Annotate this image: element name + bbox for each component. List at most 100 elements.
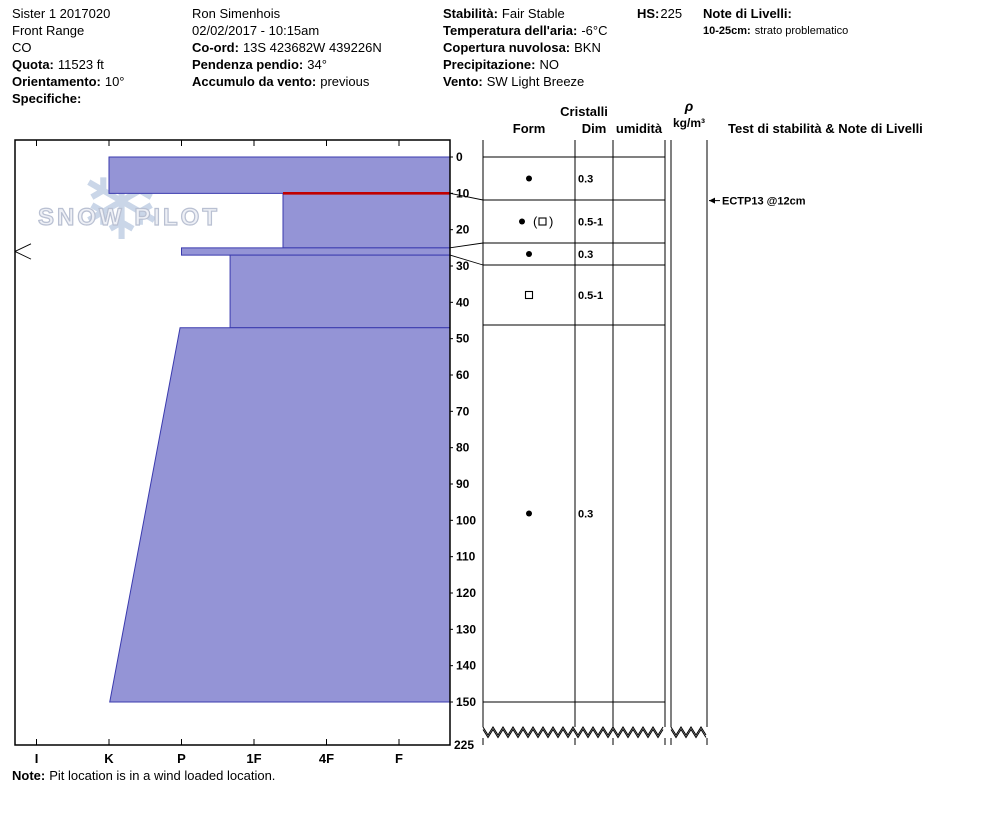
column-header-stability-tests: Test di stabilità & Note di Livelli — [728, 121, 923, 136]
sky-cover-line: Copertura nuvolosa: BKN — [443, 40, 601, 55]
hardness-tick-label: K — [104, 751, 114, 766]
column-header-dim: Dim — [581, 121, 607, 136]
grain-form-symbol — [524, 290, 534, 300]
depth-tick-label: 140 — [456, 659, 476, 673]
depth-tick-label: 110 — [456, 550, 476, 564]
hardness-tick-label: 4F — [319, 751, 334, 766]
date-time: 02/02/2017 - 10:15am — [192, 23, 320, 38]
aspect-label: Orientamento: — [12, 74, 101, 89]
depth-tick-label: 20 — [456, 223, 470, 237]
snow-layer — [282, 192, 451, 249]
column-header-umidita: umidità — [615, 121, 663, 136]
axis-break-zigzag — [482, 726, 664, 736]
state: CO — [12, 40, 32, 55]
column-header-density-symbol: ρ — [684, 98, 694, 114]
elevation-line: Quota: 11523 ft — [12, 57, 104, 72]
svg-text:(: ( — [533, 214, 538, 229]
snow-height-label: HS: — [637, 6, 660, 21]
precipitation-value: NO — [539, 57, 559, 72]
column-header-form: Form — [512, 121, 546, 136]
depth-tick-label: 120 — [456, 586, 476, 600]
specifics-label: Specifiche: — [12, 91, 82, 106]
snow-layer — [181, 247, 451, 256]
wind-loading-label: Accumulo da vento: — [192, 74, 317, 89]
air-temp-label: Temperatura dell'aria: — [443, 23, 578, 38]
stability-tests: ECTP13 @12cm — [709, 196, 806, 208]
slope-angle-label: Pendenza pendio: — [192, 57, 304, 72]
slope-angle-value: 34° — [307, 57, 327, 72]
grain-form-symbol — [526, 175, 532, 182]
axis-break-zigzag — [670, 728, 707, 739]
depth-tick-label: 40 — [456, 295, 470, 309]
coordinates-label: Co-ord: — [192, 40, 239, 55]
axis-break-zigzag — [670, 726, 707, 736]
stability-line: Stabilità: Fair Stable — [443, 6, 565, 21]
wind-loading-line: Accumulo da vento: previous — [192, 74, 369, 89]
snow-height-value: 225 — [660, 6, 683, 21]
grain-form-symbol — [519, 218, 525, 225]
svg-text:): ) — [549, 214, 553, 229]
depth-tick-label: 30 — [456, 259, 470, 273]
grain-dim: 0.3 — [578, 509, 593, 521]
sky-cover-label: Copertura nuvolosa: — [443, 40, 571, 55]
profile-layers — [108, 156, 451, 703]
coordinates-value: 13S 423682W 439226N — [242, 40, 382, 55]
aspect-line: Orientamento: 10° — [12, 74, 125, 89]
precipitation-label: Precipitazione: — [443, 57, 536, 72]
wind-label: Vento: — [443, 74, 483, 89]
wind-loading-value: previous — [320, 74, 370, 89]
stability-value: Fair Stable — [501, 6, 565, 21]
snow-layer — [229, 254, 451, 329]
depth-tick-label: 50 — [456, 332, 470, 346]
depth-tick-label: 10 — [456, 186, 470, 200]
wind-line: Vento: SW Light Breeze — [443, 74, 584, 89]
depth-axis: 0 10 20 30 40 50 60 70 80 90 100 110 120 130 140 150 225 — [450, 150, 476, 752]
column-header-cristalli: Cristalli — [560, 104, 608, 119]
depth-tick-label: 60 — [456, 368, 470, 382]
elevation-value: 11523 ft — [57, 57, 104, 72]
hardness-tick-label: F — [395, 751, 403, 766]
air-temp-value: -6°C — [581, 23, 608, 38]
slope-angle-line: Pendenza pendio: 34° — [192, 57, 327, 72]
grain-symbols: 0.3 () 0.5-1 0.3 0.5-1 0.3 — [519, 174, 603, 521]
footnote: Note: Pit location is in a wind loaded lo… — [12, 768, 275, 783]
depth-tick-label: 90 — [456, 477, 470, 491]
wind-value: SW Light Breeze — [486, 74, 585, 89]
mountain-range: Front Range — [12, 23, 85, 38]
axis-break-zigzag — [482, 728, 664, 739]
snow-layer — [108, 156, 451, 194]
depth-tick-label: 130 — [456, 622, 476, 636]
hardness-tick-label: P — [177, 751, 186, 766]
hardness-axis: I K P 1F 4F F — [35, 140, 403, 766]
sky-cover-value: BKN — [574, 40, 601, 55]
snow-layer — [109, 327, 451, 703]
grain-table — [14, 140, 708, 745]
precipitation-line: Precipitazione: NO — [443, 57, 559, 72]
coordinates-line: Co-ord: 13S 423682W 439226N — [192, 40, 382, 55]
plot-border — [14, 139, 451, 746]
depth-tick-label: 80 — [456, 441, 470, 455]
layer-note-line: 10-25cm: strato problematico — [703, 25, 848, 38]
specifics-line: Specifiche: — [12, 91, 81, 106]
pit-name: Sister 1 2017020 — [12, 6, 111, 21]
stability-test-label: ECTP13 @12cm — [722, 196, 806, 208]
arrow-left-icon — [709, 197, 715, 204]
layer-notes-label: Note di Livelli: — [703, 6, 792, 21]
layer-note-range: 10-25cm: — [703, 25, 751, 37]
air-temp-line: Temperatura dell'aria: -6°C — [443, 23, 608, 38]
elevation-label: Quota: — [12, 57, 54, 72]
grain-dim: 0.5-1 — [578, 217, 603, 229]
layer-note-text: strato problematico — [754, 25, 849, 37]
footnote-label: Note: — [12, 768, 46, 783]
observer: Ron Simenhois — [192, 6, 281, 21]
depth-tick-label: 100 — [456, 513, 476, 527]
hardness-tick-label: I — [35, 751, 39, 766]
depth-tick-label: 150 — [456, 695, 476, 709]
snow-height-line: HS:225 — [637, 6, 682, 21]
depth-tick-label: 0 — [456, 150, 463, 164]
grain-form-symbol — [526, 251, 532, 257]
hardness-tick-label: 1F — [246, 751, 261, 766]
depth-tick-label: 70 — [456, 404, 470, 418]
